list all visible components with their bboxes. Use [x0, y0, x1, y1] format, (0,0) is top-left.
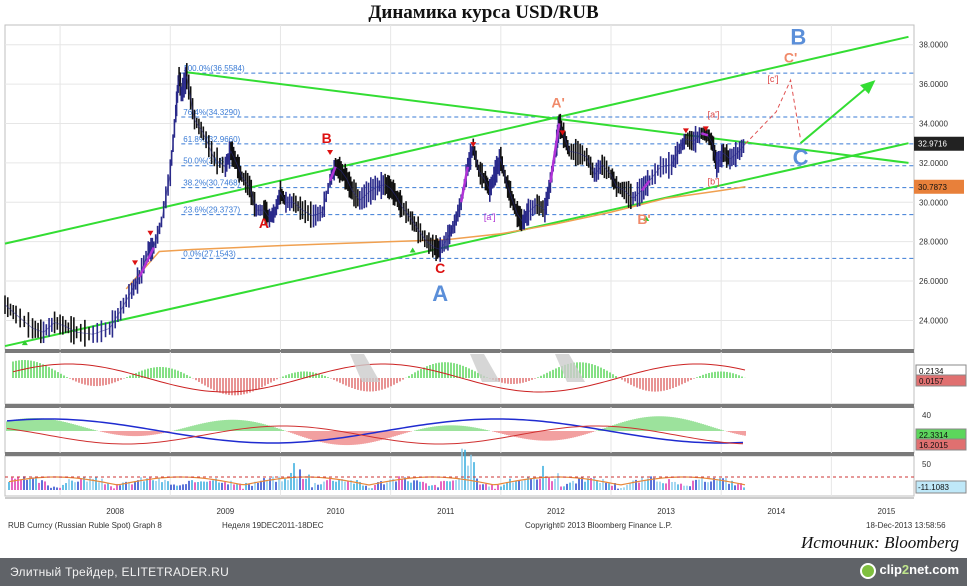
sell-marker: [147, 230, 154, 236]
price-accent-segment: [459, 166, 469, 203]
y-tick-label: 24.0000: [919, 316, 948, 325]
trend-channel-line: [4, 142, 909, 348]
panel-separator-3: [5, 452, 914, 456]
period-label: Неделя 19DEC2011-18DEC: [222, 521, 324, 530]
bracket-wave-label: [c']: [767, 74, 778, 84]
indicator-3-tick: 50: [922, 460, 931, 469]
projection-arrowhead: [860, 80, 876, 94]
fib-level-label: 23.6%(29.3737): [183, 206, 240, 215]
wave-label: C': [784, 49, 797, 65]
panel-separator-2: [5, 404, 914, 408]
osc-value-tag: [915, 374, 967, 387]
y-tick-label: 34.0000: [919, 119, 948, 128]
x-tick-label: 2014: [767, 507, 785, 516]
last-price-text: 32.9716: [918, 140, 947, 149]
y-tick-label: 28.0000: [919, 238, 948, 247]
price-accent-segment: [549, 123, 561, 183]
osc-signal-line: [12, 363, 746, 393]
fib-level-label: 38.2%(30.7468): [183, 179, 240, 188]
wave-label: A: [259, 215, 269, 231]
ma-value-text: 30.7873: [918, 183, 947, 192]
indicator-2-value-text: 16.2015: [919, 441, 948, 450]
footer-bar: Элитный Трейдер, ELITETRADER.RU clip2net…: [0, 558, 967, 586]
bracket-wave-label: [a']: [708, 110, 720, 120]
wave-label: A': [551, 95, 564, 111]
chart-title: Динамика курса USD/RUB: [368, 2, 599, 23]
y-tick-label: 30.0000: [919, 198, 948, 207]
osc-highlight: [555, 354, 585, 382]
instrument-label: RUB Curncy (Russian Ruble Spot) Graph 8: [8, 521, 162, 530]
x-tick-label: 2013: [657, 507, 675, 516]
price-accent-segment: [328, 166, 337, 182]
wave-label: C: [435, 260, 445, 276]
y-tick-label: 26.0000: [919, 277, 948, 286]
clip2net-logo-icon: [859, 562, 876, 579]
indicator-blue-line: [6, 418, 744, 444]
histogram-signal-line: [8, 476, 746, 486]
wave-label: A: [432, 281, 448, 306]
wave-label: B: [322, 130, 332, 146]
x-tick-label: 2011: [437, 507, 455, 516]
wave-label: B: [790, 25, 806, 50]
osc-value-text: 0.0157: [919, 377, 944, 386]
clip2net-logo[interactable]: clip2net.com: [859, 562, 959, 579]
indicator-red-line: [6, 425, 744, 445]
sell-marker: [327, 150, 334, 156]
last-price-tag: [914, 136, 964, 151]
sell-marker: [470, 142, 477, 148]
indicator-3-value-text: -11.1083: [918, 483, 950, 492]
price-accent-segment: [640, 179, 651, 192]
source-credit: Источник: Bloomberg: [801, 533, 959, 552]
wave-label: C: [793, 145, 809, 170]
fib-level-label: 76.4%(34.3290): [183, 108, 240, 117]
price-accent-segment: [138, 247, 155, 278]
indicator-2-value-text: 22.3314: [919, 431, 948, 440]
footer-site: Элитный Трейдер, ELITETRADER.RU: [10, 565, 230, 579]
ma-value-tag: [914, 179, 964, 194]
bracket-wave-label: [a']: [484, 212, 496, 222]
price-line: [4, 74, 746, 335]
indicator-2-value-tag: [915, 438, 967, 451]
y-tick-label: 38.0000: [919, 41, 948, 50]
y-tick-label: 32.0000: [919, 159, 948, 168]
sell-marker: [132, 260, 139, 266]
buy-marker: [21, 340, 28, 346]
sell-marker: [682, 128, 689, 134]
projection-arrow-shaft: [799, 81, 874, 144]
trend-channel-line: [186, 71, 909, 164]
indicator-3-value-tag: [915, 480, 967, 494]
panel-separator-1: [5, 349, 914, 353]
x-tick-label: 2008: [106, 507, 124, 516]
buy-marker: [409, 247, 416, 253]
logo-right: net.com: [909, 562, 959, 577]
x-tick-label: 2012: [547, 507, 565, 516]
sell-marker: [702, 126, 709, 132]
wave-label: B': [637, 211, 650, 227]
x-tick-label: 2010: [327, 507, 345, 516]
trend-channel-line: [4, 35, 909, 245]
osc-highlight: [470, 354, 500, 382]
bracket-wave-label: [b']: [708, 177, 720, 187]
fib-level-label: 100.0%(36.5584): [183, 64, 245, 73]
logo-accent: 2: [901, 562, 910, 577]
copyright-label: Copyright© 2013 Bloomberg Finance L.P.: [525, 521, 673, 530]
fib-level-label: 0.0%(27.1543): [183, 249, 236, 258]
indicator-2-tick: 40: [922, 411, 931, 420]
y-tick-label: 36.0000: [919, 80, 948, 89]
price-accent-segment: [700, 132, 709, 137]
fib-level-label: 61.8%(32.9660): [183, 135, 240, 144]
x-tick-label: 2015: [878, 507, 896, 516]
timestamp-label: 18-Dec-2013 13:58:56: [866, 521, 946, 530]
x-tick-label: 2009: [216, 507, 234, 516]
osc-value-text: 0.2134: [919, 367, 944, 376]
logo-left: clip: [879, 562, 902, 577]
osc-highlight: [350, 354, 380, 382]
projection-path: [745, 78, 802, 145]
sell-marker: [559, 130, 566, 136]
buy-marker: [643, 216, 650, 222]
